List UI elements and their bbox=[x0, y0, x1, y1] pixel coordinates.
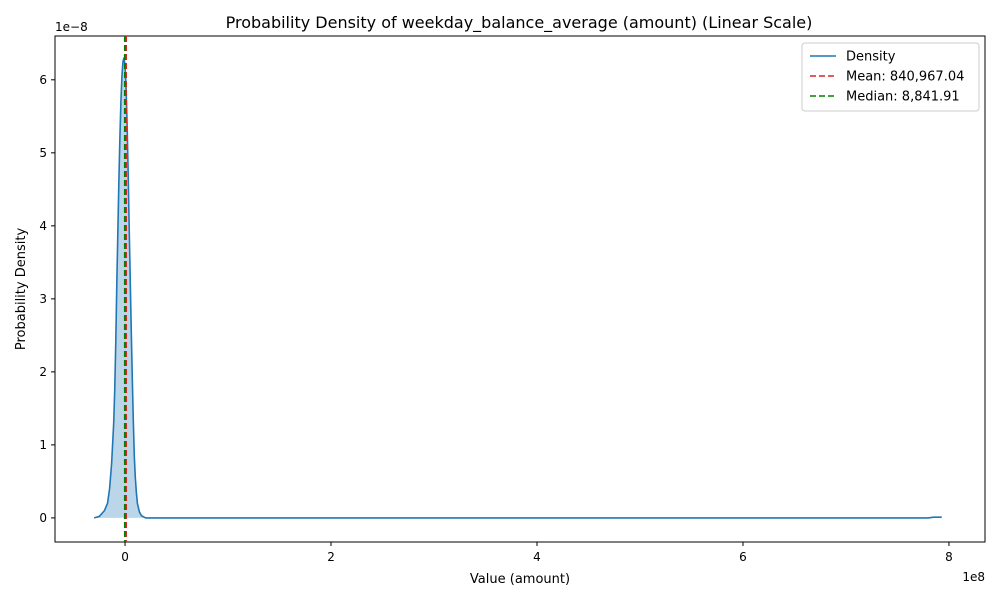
y-tick-label: 3 bbox=[39, 292, 47, 306]
x-tick-label: 4 bbox=[533, 550, 541, 564]
y-tick-label: 1 bbox=[39, 438, 47, 452]
series-layer bbox=[93, 57, 942, 519]
y-axis-offset-label: 1e−8 bbox=[55, 20, 88, 34]
x-axis-offset-label: 1e8 bbox=[962, 570, 985, 584]
y-tick-label: 2 bbox=[39, 365, 47, 379]
y-tick-label: 6 bbox=[39, 73, 47, 87]
y-axis: 0 1 2 3 4 5 6 bbox=[39, 73, 55, 525]
legend-label: Mean: 840,967.04 bbox=[846, 70, 964, 85]
y-axis-label: Probability Density bbox=[14, 228, 29, 351]
y-tick-label: 0 bbox=[39, 511, 47, 525]
legend-item-mean: Mean: 840,967.04 bbox=[810, 70, 964, 85]
y-tick-label: 5 bbox=[39, 146, 47, 160]
x-tick-label: 8 bbox=[945, 550, 953, 564]
legend-label: Density bbox=[846, 50, 896, 65]
legend-label: Median: 8,841.91 bbox=[846, 90, 960, 105]
plot-frame bbox=[54, 35, 986, 543]
x-tick-label: 6 bbox=[739, 550, 747, 564]
reference-lines-layer bbox=[123, 36, 127, 542]
legend: Density Mean: 840,967.04 Median: 8,841.91 bbox=[801, 42, 980, 112]
legend-item-median: Median: 8,841.91 bbox=[810, 90, 960, 105]
density-line bbox=[93, 57, 942, 519]
legend-item-density: Density bbox=[810, 50, 896, 65]
y-tick-label: 4 bbox=[39, 219, 47, 233]
plot-area bbox=[54, 35, 986, 543]
legend-box bbox=[801, 42, 980, 112]
x-axis-label: Value (amount) bbox=[470, 572, 570, 587]
x-axis: 0 2 4 6 8 bbox=[121, 542, 953, 564]
x-tick-label: 0 bbox=[121, 550, 129, 564]
chart-title: Probability Density of weekday_balance_a… bbox=[226, 13, 813, 33]
x-tick-label: 2 bbox=[327, 550, 335, 564]
